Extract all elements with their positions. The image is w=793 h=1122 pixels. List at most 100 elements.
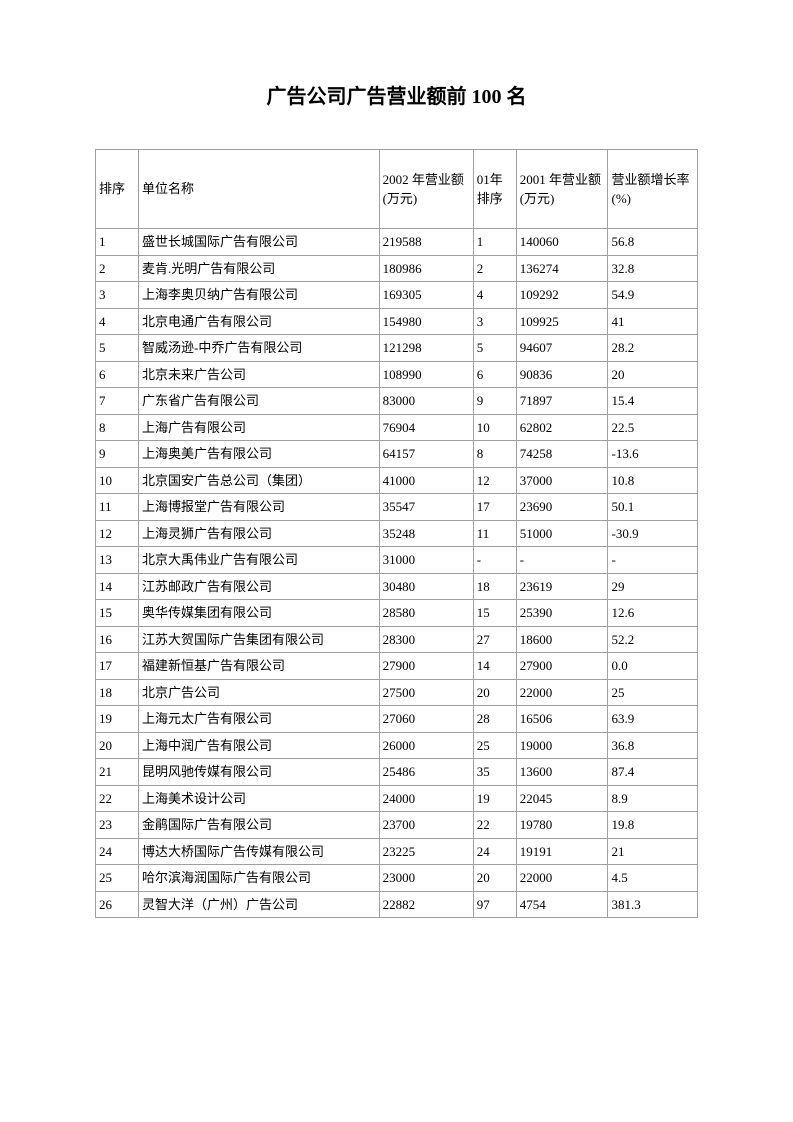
table-cell: 19	[96, 706, 139, 733]
column-header: 2002 年营业额(万元)	[379, 150, 473, 229]
table-cell: 上海中润广告有限公司	[139, 732, 380, 759]
table-row: 3上海李奥贝纳广告有限公司169305410929254.9	[96, 282, 698, 309]
table-cell: 16	[96, 626, 139, 653]
table-row: 4北京电通广告有限公司154980310992541	[96, 308, 698, 335]
table-cell: 51000	[516, 520, 608, 547]
table-row: 9上海奥美广告有限公司64157874258-13.6	[96, 441, 698, 468]
table-cell: 25390	[516, 600, 608, 627]
table-cell: 22.5	[608, 414, 698, 441]
table-cell: 54.9	[608, 282, 698, 309]
table-cell: 智威汤逊-中乔广告有限公司	[139, 335, 380, 362]
table-cell: 90836	[516, 361, 608, 388]
table-cell: 62802	[516, 414, 608, 441]
table-cell: 109925	[516, 308, 608, 335]
table-cell: 121298	[379, 335, 473, 362]
table-row: 11上海博报堂广告有限公司35547172369050.1	[96, 494, 698, 521]
table-cell: 上海博报堂广告有限公司	[139, 494, 380, 521]
table-cell: 97	[473, 891, 516, 918]
table-cell: 22000	[516, 679, 608, 706]
table-cell: 福建新恒基广告有限公司	[139, 653, 380, 680]
table-cell: 27060	[379, 706, 473, 733]
table-cell: 169305	[379, 282, 473, 309]
table-cell: 19000	[516, 732, 608, 759]
table-cell: 28580	[379, 600, 473, 627]
table-cell: 19780	[516, 812, 608, 839]
table-cell: 博达大桥国际广告传媒有限公司	[139, 838, 380, 865]
table-header-row: 排序单位名称2002 年营业额(万元)01年排序2001 年营业额(万元)营业额…	[96, 150, 698, 229]
table-row: 18北京广告公司27500202200025	[96, 679, 698, 706]
table-cell: 江苏邮政广告有限公司	[139, 573, 380, 600]
table-cell: 2	[96, 255, 139, 282]
table-cell: 上海李奥贝纳广告有限公司	[139, 282, 380, 309]
table-row: 5智威汤逊-中乔广告有限公司12129859460728.2	[96, 335, 698, 362]
table-cell: 18600	[516, 626, 608, 653]
table-cell: 5	[473, 335, 516, 362]
table-cell: 87.4	[608, 759, 698, 786]
table-cell: 15.4	[608, 388, 698, 415]
table-cell: 16506	[516, 706, 608, 733]
ranking-table: 排序单位名称2002 年营业额(万元)01年排序2001 年营业额(万元)营业额…	[95, 149, 698, 918]
table-row: 17福建新恒基广告有限公司2790014279000.0	[96, 653, 698, 680]
table-cell: 23000	[379, 865, 473, 892]
table-cell: 25	[608, 679, 698, 706]
table-cell: 20	[608, 361, 698, 388]
table-cell: 19191	[516, 838, 608, 865]
table-cell: 11	[96, 494, 139, 521]
table-cell: 27900	[379, 653, 473, 680]
table-cell: 154980	[379, 308, 473, 335]
column-header: 排序	[96, 150, 139, 229]
table-cell: 上海元太广告有限公司	[139, 706, 380, 733]
table-cell: 3	[96, 282, 139, 309]
table-cell: 17	[473, 494, 516, 521]
table-cell: 20	[473, 865, 516, 892]
table-row: 1盛世长城国际广告有限公司219588114006056.8	[96, 229, 698, 256]
table-row: 10北京国安广告总公司（集团）41000123700010.8	[96, 467, 698, 494]
table-row: 23金鹃国际广告有限公司23700221978019.8	[96, 812, 698, 839]
table-cell: 26	[96, 891, 139, 918]
column-header: 营业额增长率(%)	[608, 150, 698, 229]
table-cell: 28	[473, 706, 516, 733]
table-cell: 109292	[516, 282, 608, 309]
table-cell: 4	[96, 308, 139, 335]
table-cell: 140060	[516, 229, 608, 256]
table-cell: 219588	[379, 229, 473, 256]
table-cell: 18	[473, 573, 516, 600]
table-cell: 22045	[516, 785, 608, 812]
table-cell: 25486	[379, 759, 473, 786]
table-cell: 25	[96, 865, 139, 892]
table-row: 20上海中润广告有限公司26000251900036.8	[96, 732, 698, 759]
table-cell: 28.2	[608, 335, 698, 362]
table-row: 15奥华传媒集团有限公司28580152539012.6	[96, 600, 698, 627]
table-cell: 4754	[516, 891, 608, 918]
table-cell: 15	[473, 600, 516, 627]
table-cell: 108990	[379, 361, 473, 388]
table-cell: 35	[473, 759, 516, 786]
table-row: 8上海广告有限公司76904106280222.5	[96, 414, 698, 441]
table-cell: 9	[473, 388, 516, 415]
table-row: 26灵智大洋（广州）广告公司22882974754381.3	[96, 891, 698, 918]
table-cell: 37000	[516, 467, 608, 494]
table-cell: 11	[473, 520, 516, 547]
table-cell: 13600	[516, 759, 608, 786]
table-cell: 23700	[379, 812, 473, 839]
table-row: 14江苏邮政广告有限公司30480182361929	[96, 573, 698, 600]
table-cell: 32.8	[608, 255, 698, 282]
table-cell: -30.9	[608, 520, 698, 547]
table-cell: 12.6	[608, 600, 698, 627]
table-row: 7广东省广告有限公司8300097189715.4	[96, 388, 698, 415]
table-cell: 23690	[516, 494, 608, 521]
table-cell: 27500	[379, 679, 473, 706]
table-cell: 12	[473, 467, 516, 494]
table-row: 6北京未来广告公司10899069083620	[96, 361, 698, 388]
table-cell: 0.0	[608, 653, 698, 680]
table-cell: -	[608, 547, 698, 574]
table-cell: 上海美术设计公司	[139, 785, 380, 812]
table-cell: 上海奥美广告有限公司	[139, 441, 380, 468]
table-cell: 18	[96, 679, 139, 706]
table-cell: 江苏大贺国际广告集团有限公司	[139, 626, 380, 653]
table-cell: 14	[96, 573, 139, 600]
table-cell: 上海灵狮广告有限公司	[139, 520, 380, 547]
table-cell: 昆明风驰传媒有限公司	[139, 759, 380, 786]
table-cell: 23	[96, 812, 139, 839]
table-cell: 上海广告有限公司	[139, 414, 380, 441]
